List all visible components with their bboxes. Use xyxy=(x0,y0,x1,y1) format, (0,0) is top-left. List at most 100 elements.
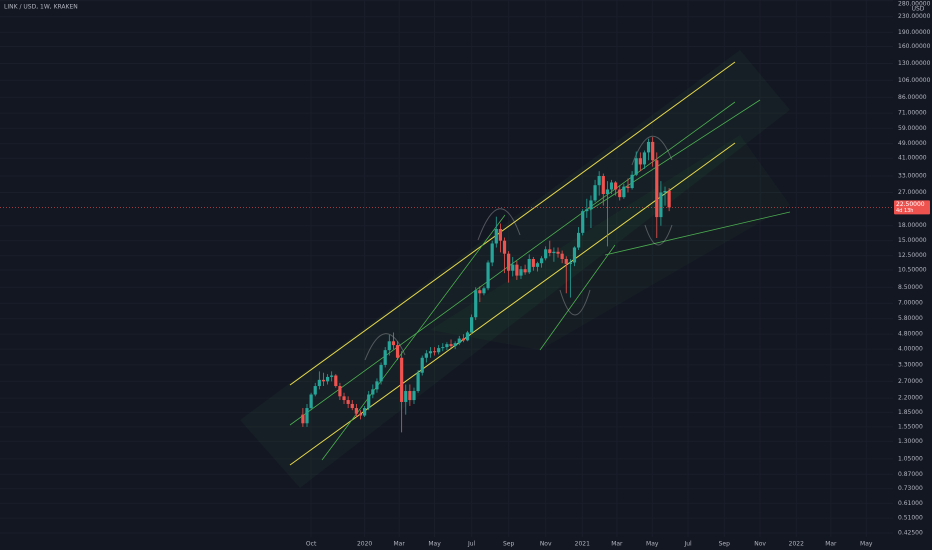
candle-body xyxy=(334,375,338,387)
x-tick-label: May xyxy=(428,541,441,548)
x-tick-label: Sep xyxy=(503,541,515,548)
candle-body xyxy=(457,338,461,344)
x-tick-label: 2021 xyxy=(575,541,590,548)
candle-body xyxy=(568,262,572,264)
candle-body xyxy=(338,386,342,397)
y-tick-label: 106.00000 xyxy=(898,77,931,84)
candle-body xyxy=(605,189,610,194)
candle-body xyxy=(511,264,515,271)
candle-body xyxy=(651,141,655,161)
y-tick-label: 4.80000 xyxy=(898,331,923,338)
y-tick-label: 15.00000 xyxy=(898,237,927,244)
candle-body xyxy=(379,364,383,382)
candle-body xyxy=(470,317,474,333)
y-tick-label: 5.80000 xyxy=(898,315,923,322)
grid xyxy=(0,0,893,537)
candle-body xyxy=(527,258,531,273)
candle-body xyxy=(502,240,507,254)
y-tick-label: 0.61000 xyxy=(898,500,923,507)
candle-body xyxy=(354,408,358,414)
y-tick-label: 41.00000 xyxy=(898,155,927,162)
candle-body xyxy=(655,160,659,218)
y-tick-label: 27.00000 xyxy=(898,189,927,196)
y-tick-label: 1.85000 xyxy=(898,409,923,416)
x-tick-label: Nov xyxy=(540,541,552,548)
candle-body xyxy=(593,185,597,201)
x-tick-label: Mar xyxy=(825,541,837,548)
y-tick-label: 230.00000 xyxy=(898,13,931,20)
countdown: 4d 13h xyxy=(896,208,913,214)
candle-body xyxy=(535,263,540,267)
y-tick-label: 0.73000 xyxy=(898,485,923,492)
y-tick-label: 160.00000 xyxy=(898,43,931,50)
currency: USD xyxy=(912,6,925,13)
x-tick-label: May xyxy=(646,541,659,548)
candle-body xyxy=(667,190,671,208)
candle-body xyxy=(614,182,618,190)
price-scale xyxy=(893,0,932,550)
time-scale xyxy=(0,537,932,550)
candle-body xyxy=(325,376,330,382)
drawings xyxy=(240,50,791,488)
candle-body xyxy=(663,190,667,193)
y-tick-label: 0.87000 xyxy=(898,471,923,478)
y-tick-label: 49.00000 xyxy=(898,140,927,147)
candle-body xyxy=(642,152,647,165)
y-tick-label: 59.00000 xyxy=(898,125,927,132)
candle-body xyxy=(363,408,367,416)
arc xyxy=(559,289,591,316)
candle-body xyxy=(387,341,391,351)
candle-body xyxy=(420,357,424,373)
candle-body xyxy=(317,379,321,387)
y-tick-label: 86.00000 xyxy=(898,94,927,101)
candle-body xyxy=(531,258,535,267)
candle-body xyxy=(346,400,350,404)
trend-line xyxy=(539,244,616,351)
y-tick-label: 0.42500 xyxy=(898,530,923,537)
candle-body xyxy=(404,391,408,402)
channel-zone xyxy=(430,135,790,350)
trend-line xyxy=(321,214,506,461)
x-tick-label: May xyxy=(860,541,873,548)
candles xyxy=(0,137,893,433)
candle-body xyxy=(350,403,354,409)
candle-body xyxy=(309,394,313,409)
candle-body xyxy=(313,386,317,395)
candle-body xyxy=(659,192,663,218)
candle-body xyxy=(585,209,589,212)
candle-body xyxy=(560,253,564,259)
y-tick-label: 71.00000 xyxy=(898,110,927,117)
candle-body xyxy=(494,228,498,244)
trend-line xyxy=(604,211,791,256)
candle-body xyxy=(383,350,387,365)
candle-body xyxy=(424,353,428,358)
y-tick-label: 1.30000 xyxy=(898,438,923,445)
candle-body xyxy=(461,338,465,341)
y-tick-label: 10.50000 xyxy=(898,266,927,273)
candle-body xyxy=(589,200,593,210)
candle-body xyxy=(638,158,642,165)
x-tick-label: Sep xyxy=(719,541,731,548)
candle-body xyxy=(437,348,441,353)
arc xyxy=(364,333,406,361)
candle-body xyxy=(548,249,552,254)
y-tick-label: 33.00000 xyxy=(898,173,927,180)
channel-line xyxy=(289,61,736,386)
last-price-tag xyxy=(894,200,930,215)
candle-body xyxy=(449,344,453,347)
candle-body xyxy=(552,251,556,254)
candle-body xyxy=(391,341,396,346)
x-tick-label: 2022 xyxy=(789,541,804,548)
y-tick-label: 2.70000 xyxy=(898,378,923,385)
x-tick-label: Jul xyxy=(683,541,692,548)
candle-body xyxy=(576,232,581,248)
y-tick-label: 0.51000 xyxy=(898,515,923,522)
y-tick-label: 8.50000 xyxy=(898,284,923,291)
candle-body xyxy=(597,176,601,186)
candle-body xyxy=(581,211,585,233)
y-tick-label: 2.20000 xyxy=(898,395,923,402)
candle-body xyxy=(539,258,544,264)
y-tick-label: 12.50000 xyxy=(898,252,927,259)
candle-body xyxy=(416,372,420,392)
candle-body xyxy=(486,262,490,289)
